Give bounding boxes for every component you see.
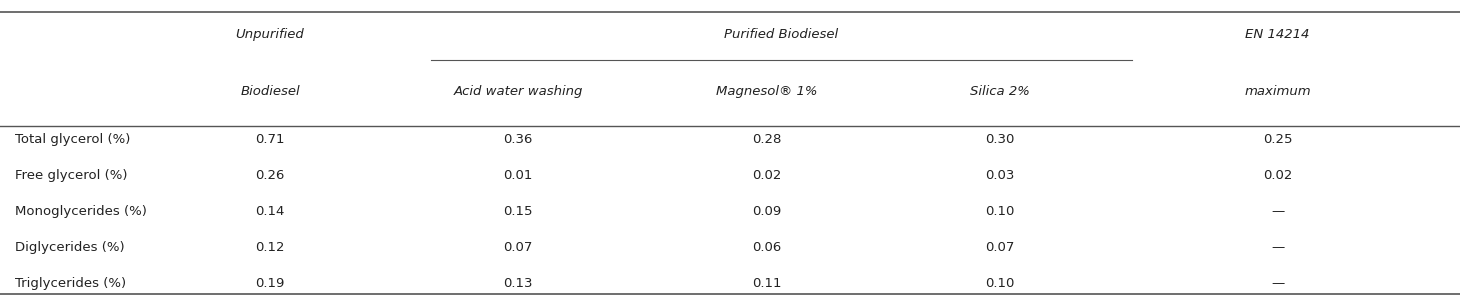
Text: Diglycerides (%): Diglycerides (%) <box>15 241 124 254</box>
Text: 0.07: 0.07 <box>986 241 1015 254</box>
Text: 0.12: 0.12 <box>255 241 285 254</box>
Text: 0.03: 0.03 <box>986 169 1015 182</box>
Text: 0.15: 0.15 <box>504 205 533 218</box>
Text: 0.07: 0.07 <box>504 241 533 254</box>
Text: 0.09: 0.09 <box>752 205 781 218</box>
Text: Biodiesel: Biodiesel <box>241 85 299 98</box>
Text: 0.06: 0.06 <box>752 241 781 254</box>
Text: Acid water washing: Acid water washing <box>454 85 583 98</box>
Text: 0.10: 0.10 <box>986 277 1015 290</box>
Text: 0.30: 0.30 <box>986 133 1015 146</box>
Text: 0.26: 0.26 <box>255 169 285 182</box>
Text: Magnesol® 1%: Magnesol® 1% <box>715 85 818 98</box>
Text: Monoglycerides (%): Monoglycerides (%) <box>15 205 146 218</box>
Text: 0.02: 0.02 <box>752 169 781 182</box>
Text: 0.36: 0.36 <box>504 133 533 146</box>
Text: EN 14214: EN 14214 <box>1245 28 1310 41</box>
Text: —: — <box>1270 241 1285 254</box>
Text: 0.14: 0.14 <box>255 205 285 218</box>
Text: 0.02: 0.02 <box>1263 169 1292 182</box>
Text: Total glycerol (%): Total glycerol (%) <box>15 133 130 146</box>
Text: 0.01: 0.01 <box>504 169 533 182</box>
Text: 0.25: 0.25 <box>1263 133 1292 146</box>
Text: maximum: maximum <box>1244 85 1311 98</box>
Text: 0.71: 0.71 <box>255 133 285 146</box>
Text: 0.10: 0.10 <box>986 205 1015 218</box>
Text: —: — <box>1270 205 1285 218</box>
Text: Unpurified: Unpurified <box>235 28 305 41</box>
Text: 0.13: 0.13 <box>504 277 533 290</box>
Text: Free glycerol (%): Free glycerol (%) <box>15 169 127 182</box>
Text: —: — <box>1270 277 1285 290</box>
Text: 0.19: 0.19 <box>255 277 285 290</box>
Text: 0.11: 0.11 <box>752 277 781 290</box>
Text: Triglycerides (%): Triglycerides (%) <box>15 277 126 290</box>
Text: Silica 2%: Silica 2% <box>969 85 1031 98</box>
Text: 0.28: 0.28 <box>752 133 781 146</box>
Text: Purified Biodiesel: Purified Biodiesel <box>724 28 838 41</box>
